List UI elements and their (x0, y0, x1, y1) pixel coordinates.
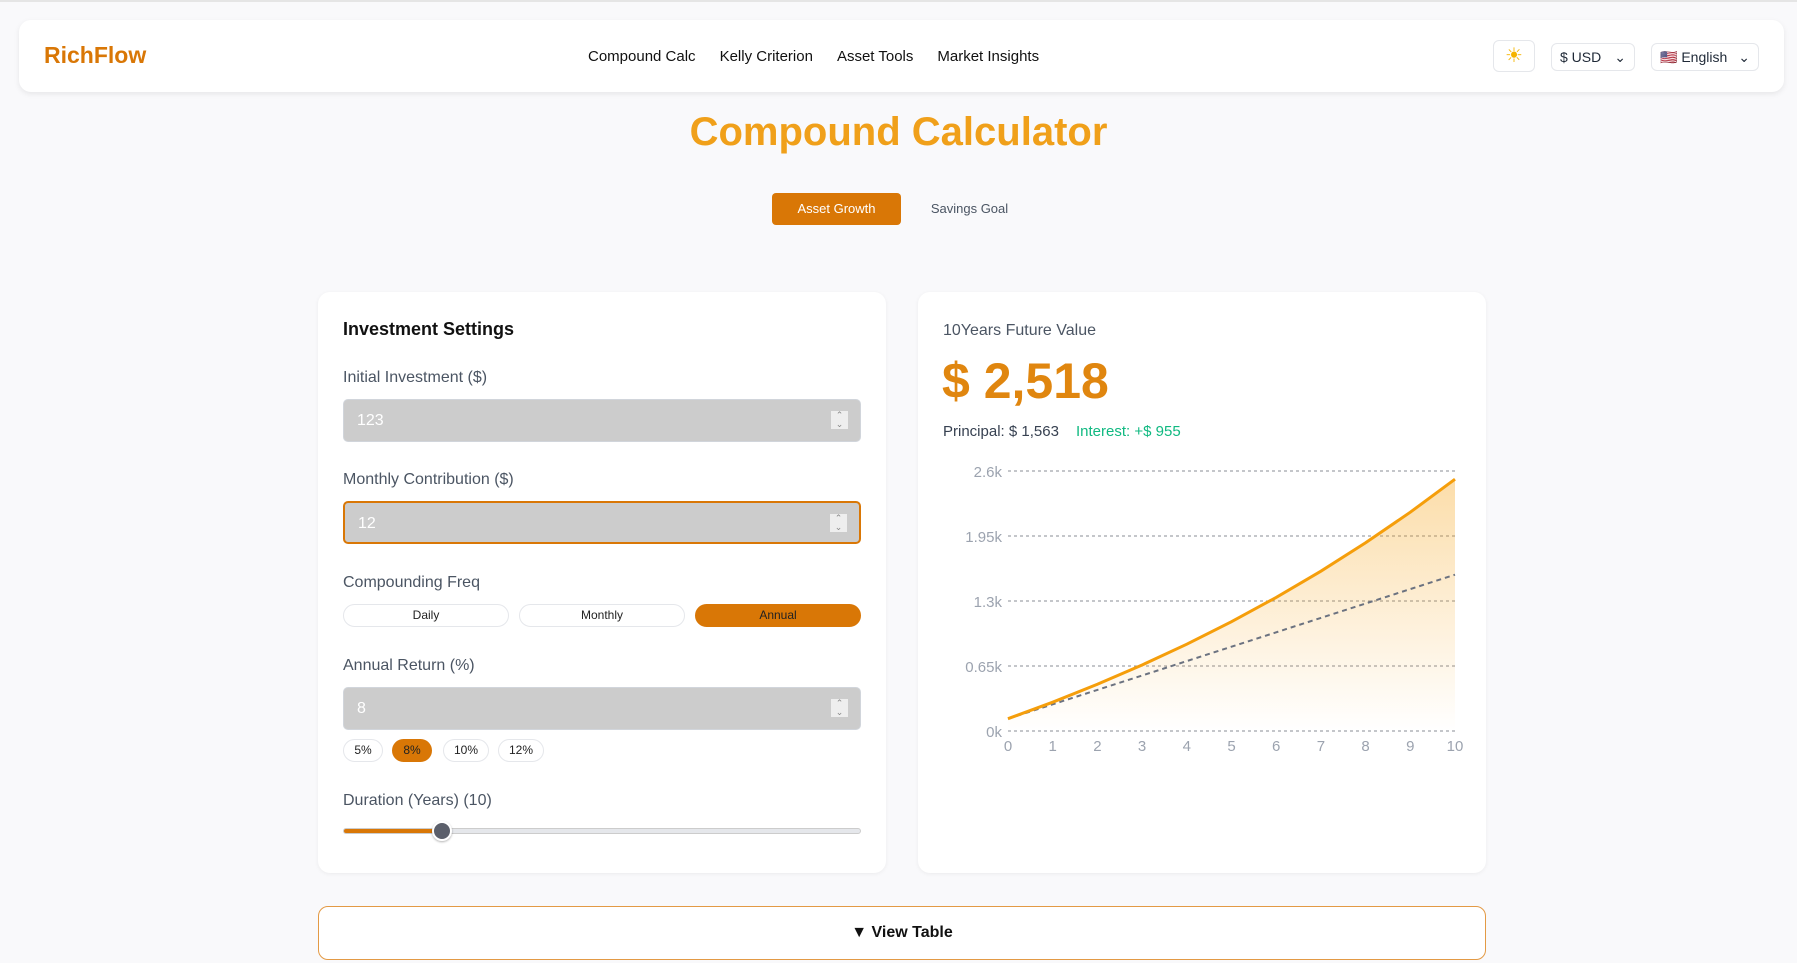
annual-return-label: Annual Return (%) (343, 657, 475, 674)
compounding-freq-label: Compounding Freq (343, 574, 480, 591)
preset-10[interactable]: 10% (443, 739, 489, 762)
value-line (1007, 477, 1456, 721)
spinner-icon[interactable]: ⌃ ⌄ (831, 699, 848, 717)
flag-icon: 🇺🇸 (1660, 49, 1678, 65)
monthly-contribution-value: 12 (358, 515, 376, 532)
page-title: Compound Calculator (689, 110, 1108, 154)
currency-value: $ USD (1560, 49, 1602, 65)
y-tick-label: 2.6k (974, 464, 1003, 481)
x-tick-label: 4 (1183, 738, 1191, 755)
y-tick-label: 1.95k (965, 529, 1002, 546)
x-tick-label: 7 (1317, 738, 1325, 755)
initial-investment-input[interactable]: 123 ⌃ ⌄ (343, 399, 861, 442)
tab-savings-goal[interactable]: Savings Goal (930, 201, 1009, 216)
future-value-amount: $ 2,518 (942, 353, 1109, 409)
chevron-down-icon: ⌄ (1738, 49, 1750, 65)
y-tick-label: 1.3k (974, 594, 1003, 611)
x-tick-label: 3 (1138, 738, 1146, 755)
annual-return-input[interactable]: 8 ⌃ ⌄ (343, 687, 861, 730)
preset-5[interactable]: 5% (343, 739, 383, 762)
growth-chart: 0k 0.65k 1.3k 1.95k 2.6k 0 1 2 3 4 5 6 7 8 9 10 (965, 464, 1464, 755)
nav-links: Compound Calc Kelly Criterion Asset Tool… (588, 48, 1039, 65)
nav-asset-tools[interactable]: Asset Tools (836, 48, 914, 65)
y-tick-label: 0.65k (965, 659, 1002, 676)
nav-market-insights[interactable]: Market Insights (937, 48, 1040, 65)
y-tick-label: 0k (986, 724, 1002, 741)
view-table-button[interactable]: ▼ View Table (318, 906, 1486, 960)
initial-investment-label: Initial Investment ($) (343, 369, 488, 386)
monthly-contribution-label: Monthly Contribution ($) (343, 471, 514, 488)
principal-text: Principal: $ 1,563 (943, 423, 1059, 440)
x-tick-label: 9 (1406, 738, 1414, 755)
interest-text: Interest: +$ 955 (1076, 423, 1181, 440)
nav-compound-calc[interactable]: Compound Calc (588, 48, 696, 65)
chevron-down-icon: ⌄ (1614, 49, 1626, 65)
x-tick-label: 8 (1361, 738, 1369, 755)
slider-thumb[interactable] (432, 821, 453, 841)
x-tick-label: 6 (1272, 738, 1280, 755)
sun-icon: ☀ (1505, 45, 1523, 67)
freq-annual[interactable]: Annual (695, 604, 861, 627)
language-select[interactable]: 🇺🇸 English ⌄ (1651, 43, 1759, 71)
x-tick-label: 1 (1049, 738, 1057, 755)
investment-settings-card: Investment Settings Initial Investment (… (318, 292, 886, 873)
annual-return-value: 8 (357, 700, 366, 717)
x-tick-label: 10 (1447, 738, 1464, 755)
freq-monthly[interactable]: Monthly (519, 604, 685, 627)
top-nav: RichFlow Compound Calc Kelly Criterion A… (19, 20, 1784, 92)
nav-kelly-criterion[interactable]: Kelly Criterion (719, 48, 813, 65)
slider-fill (344, 829, 443, 833)
x-tick-label: 5 (1227, 738, 1235, 755)
value-area (1008, 479, 1455, 731)
logo[interactable]: RichFlow (44, 42, 147, 68)
freq-daily[interactable]: Daily (343, 604, 509, 627)
x-tick-label: 2 (1093, 738, 1101, 755)
language-value: English (1681, 49, 1728, 65)
initial-investment-value: 123 (357, 412, 384, 429)
result-card: 10Years Future Value $ 2,518 Principal: … (918, 292, 1486, 873)
tab-asset-growth[interactable]: Asset Growth (772, 193, 901, 225)
spinner-icon[interactable]: ⌃ ⌄ (831, 411, 848, 429)
settings-heading: Investment Settings (343, 319, 515, 339)
theme-toggle-button[interactable]: ☀ (1493, 40, 1535, 72)
principal-line (1007, 573, 1456, 720)
future-value-label: 10Years Future Value (943, 322, 1096, 339)
preset-12[interactable]: 12% (498, 739, 544, 762)
duration-label: Duration (Years) (10) (343, 792, 492, 809)
preset-8[interactable]: 8% (392, 739, 432, 762)
monthly-contribution-input[interactable]: 12 ⌃ ⌄ (343, 501, 861, 544)
currency-select[interactable]: $ USD ⌄ (1551, 43, 1635, 71)
spinner-icon[interactable]: ⌃ ⌄ (830, 514, 847, 532)
x-tick-label: 0 (1004, 738, 1012, 755)
duration-slider[interactable] (343, 821, 861, 841)
